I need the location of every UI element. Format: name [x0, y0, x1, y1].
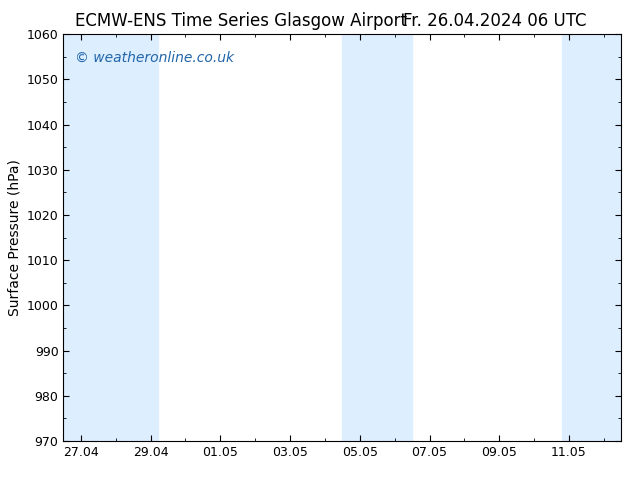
Text: ECMW-ENS Time Series Glasgow Airport: ECMW-ENS Time Series Glasgow Airport [75, 12, 407, 30]
Text: © weatheronline.co.uk: © weatheronline.co.uk [75, 50, 233, 65]
Bar [63, 34, 157, 441]
Bar [342, 34, 412, 441]
Text: Fr. 26.04.2024 06 UTC: Fr. 26.04.2024 06 UTC [403, 12, 586, 30]
Bar [562, 34, 621, 441]
Y-axis label: Surface Pressure (hPa): Surface Pressure (hPa) [7, 159, 21, 316]
